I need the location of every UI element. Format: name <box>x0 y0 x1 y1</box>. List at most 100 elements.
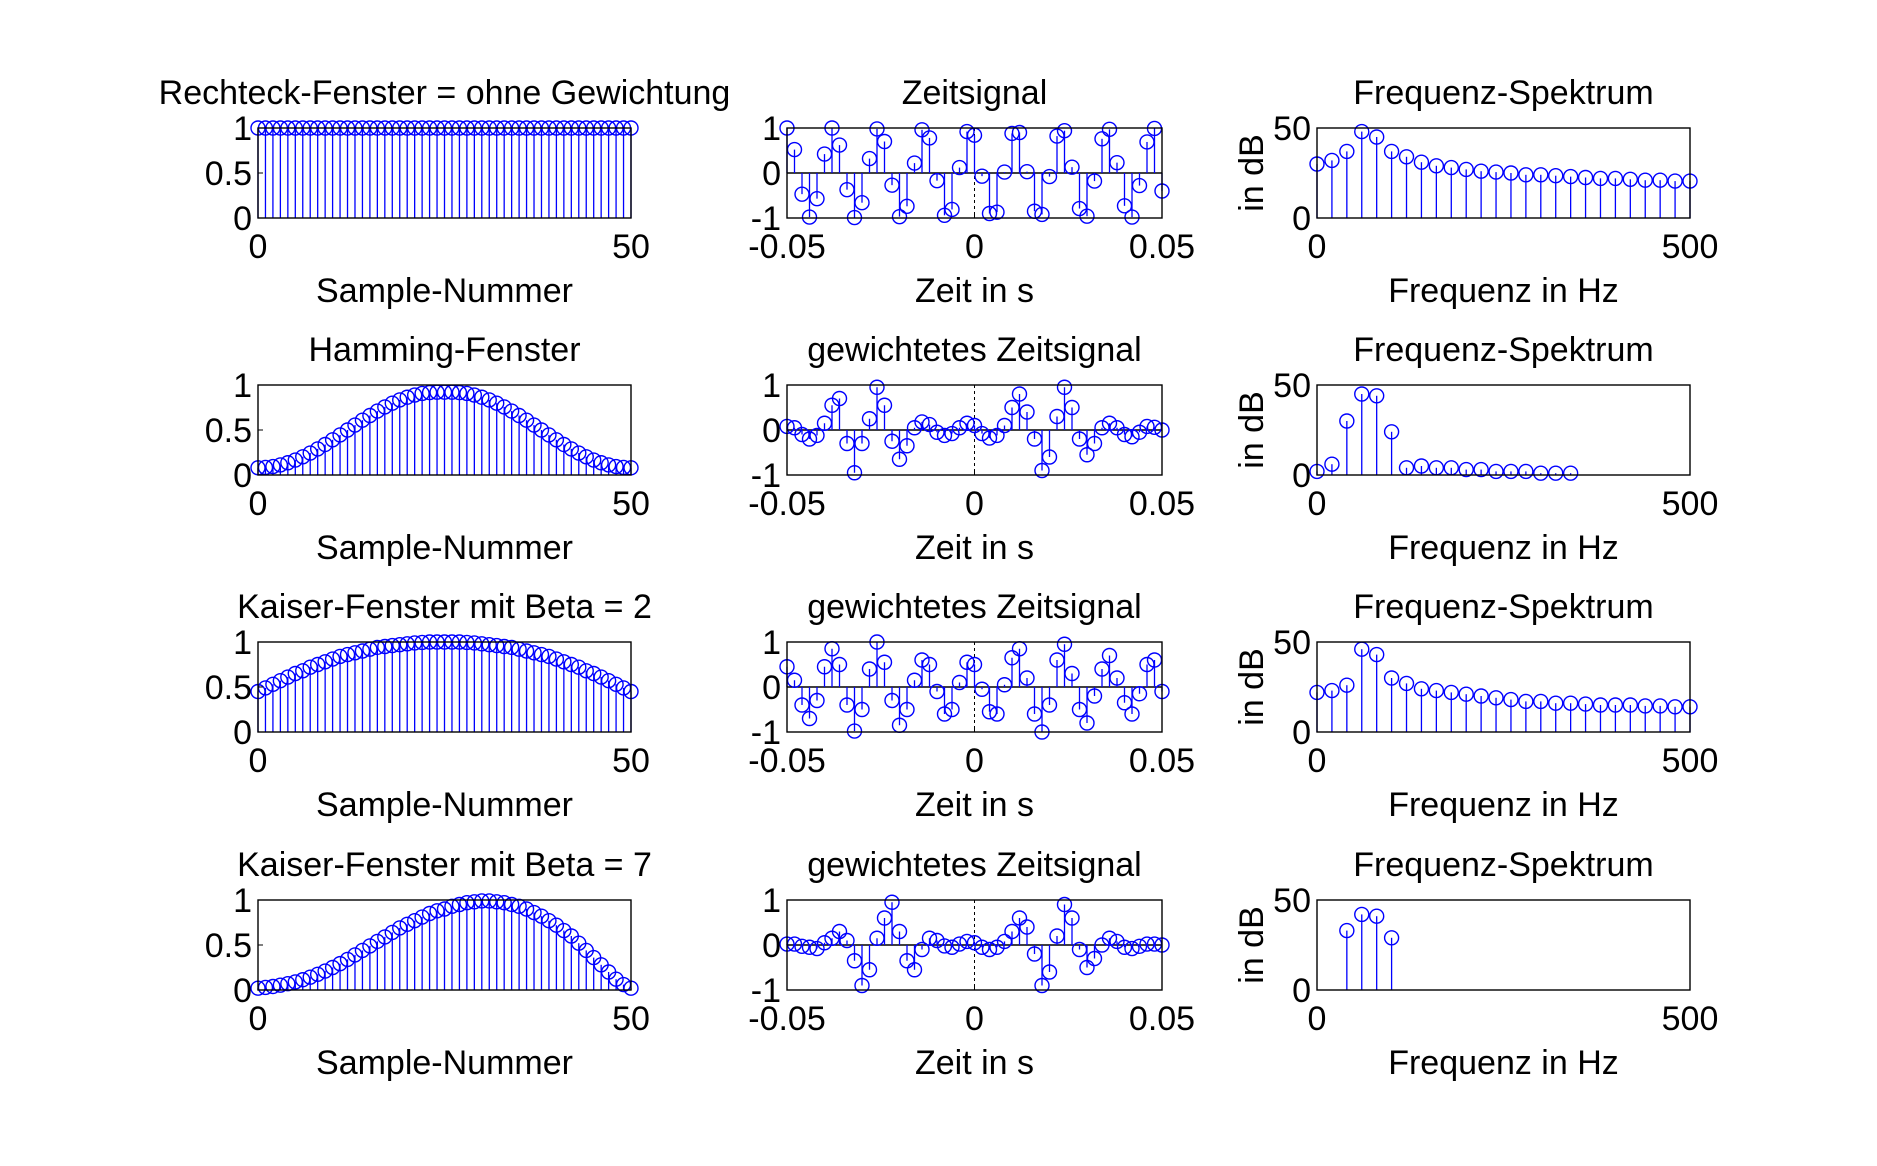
subplot-2-1: gewichtetes Zeitsignal -0.05 0 0.05 -1 0 1 Zeit… <box>748 588 1195 824</box>
stem-marker <box>906 962 923 978</box>
axes-box <box>1316 384 1691 476</box>
stem-marker <box>1533 693 1549 710</box>
stem-marker <box>1637 698 1653 714</box>
y-tick-label: 0 <box>1292 714 1311 752</box>
y-tick-label: 50 <box>1273 624 1311 662</box>
stem-marker <box>1383 143 1400 160</box>
stem-marker <box>899 701 915 718</box>
stem-marker <box>466 387 483 403</box>
subplot-title: gewichtetes Zeitsignal <box>807 331 1142 369</box>
stem-marker <box>1041 449 1058 465</box>
stem-marker <box>876 133 893 150</box>
x-tick-label: -0.05 <box>748 485 826 523</box>
stem-marker <box>1064 910 1080 926</box>
stem-marker <box>914 941 930 958</box>
subplot-0-1: Zeitsignal -0.05 0 0.05 -1 0 1 Zeit in s <box>748 74 1195 310</box>
stem-marker <box>518 901 535 917</box>
x-tick-label: 50 <box>612 485 650 523</box>
stem-marker <box>1124 940 1140 957</box>
stem-marker <box>1428 682 1445 699</box>
stem-marker <box>563 441 580 457</box>
stem-marker <box>1056 122 1073 139</box>
stem-marker <box>1368 646 1385 663</box>
y-tick-label: 50 <box>1273 882 1311 920</box>
stem-marker <box>511 407 527 424</box>
stem-marker <box>481 893 497 909</box>
stem-marker <box>1667 173 1683 189</box>
stem-marker <box>1109 154 1125 171</box>
stem-marker <box>831 656 848 673</box>
stem-marker <box>801 209 818 225</box>
stem-marker <box>541 427 557 443</box>
stem-marker <box>1339 677 1355 693</box>
y-tick-label: 50 <box>1273 367 1311 405</box>
axes-box <box>1316 127 1691 219</box>
y-tick-label: 0.5 <box>205 669 252 707</box>
y-tick-label: 0 <box>233 972 252 1010</box>
stem-marker <box>1101 121 1118 138</box>
stem-marker <box>586 452 602 468</box>
stem-marker <box>1667 699 1683 715</box>
y-tick-label: -1 <box>751 457 781 495</box>
stem-marker <box>801 431 818 447</box>
x-tick-label: 500 <box>1662 742 1719 780</box>
stem-marker <box>989 204 1005 220</box>
x-tick-label: -0.05 <box>748 742 826 780</box>
stem-marker <box>1041 168 1058 185</box>
y-tick-label: -1 <box>751 972 781 1010</box>
x-axis-label: Frequenz in Hz <box>1388 272 1619 310</box>
stem-marker <box>533 422 550 438</box>
stem-marker <box>1109 670 1125 686</box>
subplot-3-2: Frequenz-Spektrum 0 500 0 50 Frequenz in Hz in… <box>1233 846 1718 1082</box>
stem-marker <box>600 457 617 473</box>
stem-marker <box>959 123 975 140</box>
stem-marker <box>526 417 542 433</box>
x-tick-label: -0.05 <box>748 1000 826 1038</box>
stem-marker <box>1064 159 1080 175</box>
stem-marker <box>556 654 572 670</box>
stem-marker <box>1458 161 1474 178</box>
stem-marker <box>1041 697 1058 713</box>
stem-marker <box>548 432 565 448</box>
stem-marker <box>944 701 960 718</box>
stem-marker <box>1577 169 1594 186</box>
stem-marker <box>593 669 609 685</box>
y-tick-label: 1 <box>233 110 252 148</box>
stem-marker <box>809 692 825 709</box>
subplot-title: Zeitsignal <box>902 74 1048 112</box>
y-tick-label: 0 <box>233 200 252 238</box>
stem-marker <box>1548 465 1564 481</box>
stem-marker <box>801 710 818 727</box>
stem-marker <box>944 939 960 955</box>
stem-marker <box>533 646 550 663</box>
subplot-title: gewichtetes Zeitsignal <box>807 846 1142 884</box>
x-tick-label: 0.05 <box>1129 485 1195 523</box>
stem-marker <box>1533 167 1549 183</box>
stem-marker <box>846 465 863 481</box>
subplot-1-1: gewichtetes Zeitsignal -0.05 0 0.05 -1 0 1 Zeit… <box>748 331 1195 567</box>
x-axis-label: Sample-Nummer <box>316 786 573 824</box>
stem-marker <box>1473 163 1489 179</box>
stem-marker <box>966 935 983 951</box>
y-tick-label: -1 <box>751 714 781 752</box>
y-tick-label: 0 <box>762 927 781 965</box>
stem-marker <box>459 385 475 402</box>
stem-marker <box>1592 170 1609 187</box>
stem-marker <box>1019 404 1035 420</box>
y-tick-label: 0 <box>762 669 781 707</box>
stem-marker <box>489 894 505 910</box>
subplot-title: Kaiser-Fenster mit Beta = 2 <box>237 588 652 626</box>
stem-marker <box>548 651 565 667</box>
stem-marker <box>1577 696 1594 712</box>
stem-marker <box>1124 429 1140 445</box>
y-tick-label: 1 <box>233 624 252 662</box>
stem-marker <box>936 427 953 444</box>
stem-marker <box>1339 413 1355 429</box>
y-tick-label: 0 <box>762 412 781 450</box>
stem-marker <box>1488 690 1504 706</box>
x-tick-label: 0.05 <box>1129 742 1195 780</box>
stem-marker <box>1011 910 1028 926</box>
stem-marker <box>1011 386 1028 402</box>
stem-marker <box>503 896 520 913</box>
stem-marker <box>914 652 930 668</box>
